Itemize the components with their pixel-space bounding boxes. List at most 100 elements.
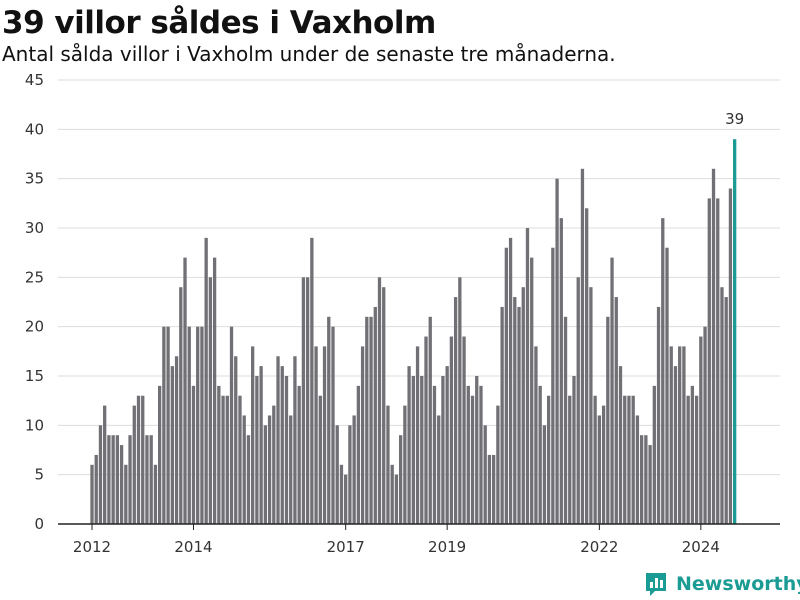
bar — [542, 425, 547, 524]
highlight-bar — [733, 139, 737, 524]
bar — [191, 385, 196, 524]
bar — [470, 395, 475, 524]
bar — [276, 356, 280, 524]
bar — [301, 277, 306, 524]
bar — [665, 247, 669, 525]
y-tick-label: 35 — [25, 170, 44, 188]
bar — [694, 395, 699, 524]
bar — [407, 366, 411, 524]
bar — [356, 385, 361, 524]
bar — [187, 326, 191, 524]
bar — [297, 385, 301, 524]
bar — [314, 346, 318, 524]
brand-logo[interactable]: Newsworthy — [644, 569, 800, 599]
bar — [661, 218, 665, 524]
bar — [284, 376, 289, 524]
chart-subtitle: Antal sålda villor i Vaxholm under de se… — [2, 42, 616, 66]
bar — [682, 346, 686, 524]
bar — [492, 454, 496, 524]
bar — [479, 385, 483, 524]
bar — [242, 415, 246, 524]
bar — [369, 316, 373, 524]
bar — [669, 346, 673, 524]
bar — [445, 366, 449, 524]
bar — [411, 376, 415, 524]
bar — [115, 435, 120, 524]
y-tick-label: 5 — [34, 466, 44, 484]
bar — [517, 306, 521, 524]
bar — [335, 425, 339, 524]
bar — [348, 425, 352, 524]
bar — [437, 415, 441, 524]
bar — [475, 376, 479, 524]
bar — [149, 435, 153, 524]
y-tick-label: 10 — [25, 416, 44, 434]
bar — [728, 188, 733, 524]
chart-title: 39 villor såldes i Vaxholm — [2, 5, 436, 41]
bar — [94, 454, 98, 524]
y-tick-label: 45 — [25, 71, 44, 89]
y-tick-label: 30 — [25, 219, 44, 237]
bar — [327, 316, 331, 524]
bar — [589, 287, 593, 524]
bar — [318, 395, 322, 524]
bar — [513, 297, 517, 524]
y-tick-label: 40 — [25, 120, 44, 138]
bar — [229, 326, 234, 524]
bar — [344, 474, 348, 524]
bar — [648, 445, 652, 524]
bar — [716, 198, 720, 524]
bar — [162, 326, 166, 524]
bar — [90, 464, 94, 524]
bar — [225, 395, 229, 524]
bar — [711, 168, 716, 525]
bar — [183, 257, 187, 524]
bar — [652, 385, 656, 524]
bar — [487, 454, 492, 524]
bar — [386, 405, 390, 524]
bar — [234, 356, 238, 524]
bar — [441, 376, 445, 524]
bar — [462, 336, 466, 524]
bar — [141, 395, 145, 524]
bar — [263, 425, 267, 524]
bar — [289, 415, 293, 524]
x-tick-label: 2024 — [682, 538, 720, 556]
bar — [132, 405, 136, 524]
bar — [145, 435, 149, 524]
bar — [500, 306, 504, 524]
bar — [339, 464, 344, 524]
bar — [458, 277, 462, 524]
bar — [360, 346, 365, 524]
bar — [305, 277, 310, 524]
bar — [119, 445, 124, 524]
bar — [212, 257, 217, 524]
bar — [614, 297, 618, 524]
bar — [352, 415, 356, 524]
bar — [382, 287, 386, 524]
bar — [373, 306, 377, 524]
bar — [453, 297, 458, 524]
bar — [568, 395, 572, 524]
bar — [403, 405, 407, 524]
bar — [580, 168, 585, 525]
bar — [158, 385, 162, 524]
bar — [221, 395, 225, 524]
bar — [200, 326, 204, 524]
bar — [107, 435, 111, 524]
bar — [322, 346, 327, 524]
bar — [678, 346, 682, 524]
bar — [627, 395, 631, 524]
y-tick-label: 0 — [34, 515, 44, 533]
bar — [618, 366, 623, 524]
bar — [606, 316, 610, 524]
bar — [272, 405, 276, 524]
bar — [635, 415, 640, 524]
bar — [639, 435, 644, 524]
bar — [707, 198, 711, 524]
bar — [124, 464, 128, 524]
bar — [597, 415, 602, 524]
bar — [555, 178, 559, 525]
bar — [601, 405, 606, 524]
bar — [593, 395, 597, 524]
